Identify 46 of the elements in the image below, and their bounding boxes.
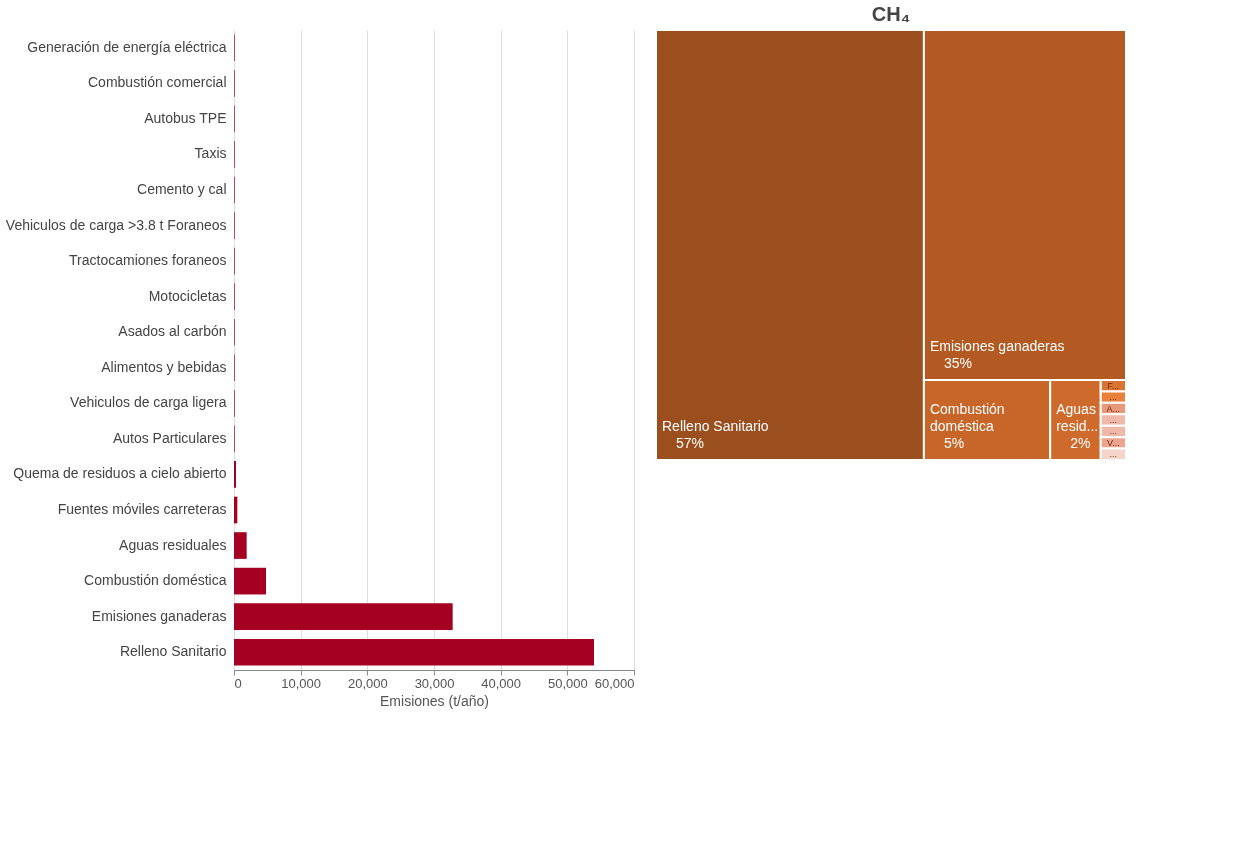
category-label: Emisiones ganaderas	[929, 338, 1065, 354]
y-tick-label: Autos Particulares	[112, 429, 227, 446]
x-tick-label: 30,000	[414, 675, 455, 691]
y-tick-label: Emisiones ganaderas	[91, 607, 227, 624]
x-tick-label: 0	[234, 675, 242, 691]
category-label: Aguas resid...	[1056, 401, 1099, 434]
x-axis-title: Emisiones (t/año)	[380, 692, 489, 709]
category-label: Relleno Sanitario	[662, 418, 769, 434]
text: CH₄	[871, 3, 911, 25]
y-tick-label: Autobus TPE	[144, 109, 227, 126]
category-label: ...	[1109, 449, 1118, 460]
x-tick-label: 10,000	[281, 675, 322, 691]
x-tick-label: 40,000	[481, 675, 522, 691]
y-tick-label: Generación de energía eléctrica	[27, 38, 227, 55]
y-tick-label: Motocicletas	[148, 287, 227, 304]
category-label: ...	[1109, 392, 1118, 403]
data-label: 35%	[943, 355, 972, 371]
category-label: ...	[1109, 426, 1118, 437]
data-label: 2%	[1070, 435, 1091, 451]
category-label: Combustión doméstica	[929, 401, 1005, 434]
category-label: A...	[1106, 403, 1121, 414]
y-tick-label: Relleno Sanitario	[119, 643, 227, 660]
bar	[234, 603, 453, 630]
bar	[234, 638, 594, 666]
bar	[234, 532, 247, 559]
y-tick-label: Fuentes móviles carreteras	[57, 501, 227, 517]
category-label: V...	[1107, 437, 1120, 448]
data-label: 57%	[676, 435, 705, 451]
y-tick-label: Tractocamiones foraneos	[69, 252, 227, 269]
data-label: 5%	[943, 435, 965, 451]
y-tick-label: Cemento y cal	[137, 181, 227, 197]
x-tick-label: 50,000	[547, 675, 588, 691]
bar	[234, 567, 266, 595]
x-tick-label: 60,000	[594, 675, 635, 691]
y-tick-label: Alimentos y bebidas	[101, 358, 227, 375]
y-tick-label: Combustión comercial	[88, 74, 227, 91]
y-tick-label: Asados al carbón	[118, 323, 227, 340]
y-tick-label: Aguas residuales	[119, 536, 227, 553]
y-tick-label: Quema de residuos a cielo abierto	[13, 465, 227, 482]
x-tick-label: 20,000	[347, 675, 388, 691]
y-tick-label: Combustión doméstica	[84, 572, 227, 589]
category-label: ...	[1109, 415, 1118, 425]
y-tick-label: Taxis	[194, 145, 227, 162]
category-label: F...	[1107, 380, 1120, 391]
y-tick-label: Vehiculos de carga ligera	[70, 394, 227, 411]
y-tick-label: Vehiculos de carga >3.8 t Foraneos	[5, 216, 227, 233]
